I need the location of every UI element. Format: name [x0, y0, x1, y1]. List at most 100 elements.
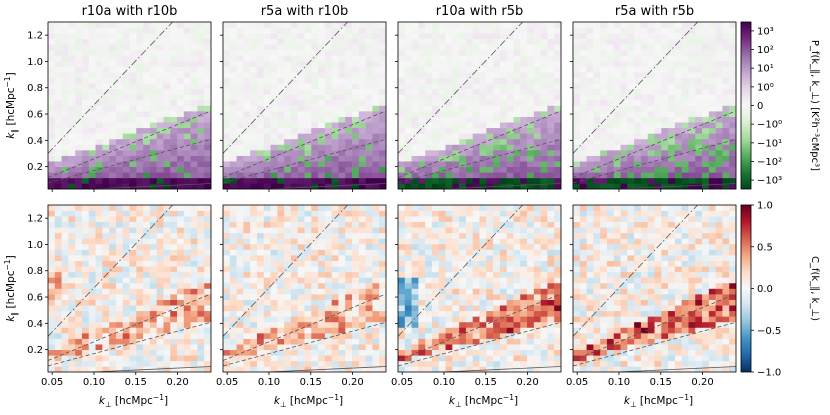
- y-tick-label: 1.2: [27, 214, 43, 225]
- heatmap-cell: [68, 355, 76, 362]
- heatmap-cell: [472, 216, 480, 222]
- heatmap-cell: [358, 44, 366, 51]
- heatmap-cell: [338, 161, 346, 168]
- heatmap-cell: [270, 249, 278, 256]
- heatmap-cell: [579, 105, 587, 112]
- heatmap-cell: [715, 166, 723, 173]
- heatmap-cell: [183, 321, 191, 328]
- heatmap-cell: [527, 66, 535, 73]
- heatmap-cell: [229, 238, 237, 245]
- heatmap-cell: [431, 88, 440, 95]
- heatmap-cell: [459, 155, 467, 162]
- heatmap-cell: [156, 344, 164, 351]
- heatmap-cell: [190, 177, 198, 184]
- heatmap-cell: [411, 366, 419, 373]
- heatmap-cell: [122, 294, 130, 300]
- heatmap-cell: [702, 161, 710, 168]
- heatmap-cell: [229, 83, 237, 90]
- heatmap-cell: [620, 177, 628, 184]
- heatmap-cell: [418, 99, 426, 106]
- heatmap-cell: [465, 150, 474, 156]
- heatmap-cell: [75, 210, 83, 217]
- heatmap-cell: [324, 205, 332, 211]
- heatmap-cell: [270, 344, 278, 351]
- heatmap-cell: [229, 305, 237, 312]
- heatmap-cell: [379, 282, 387, 289]
- heatmap-cell: [365, 266, 373, 273]
- heatmap-cell: [465, 38, 474, 45]
- heatmap-cell: [640, 144, 649, 151]
- heatmap-cell: [365, 327, 373, 334]
- heatmap-cell: [411, 243, 419, 250]
- heatmap-cell: [122, 321, 130, 328]
- heatmap-cell: [277, 122, 285, 129]
- heatmap-cell: [102, 210, 110, 217]
- heatmap-cell: [513, 321, 521, 328]
- heatmap-cell: [204, 33, 212, 39]
- heatmap-cell: [479, 260, 487, 267]
- heatmap-cell: [149, 33, 157, 39]
- heatmap-cell: [143, 38, 151, 45]
- heatmap-cell: [554, 60, 562, 67]
- heatmap-cell: [236, 27, 244, 34]
- heatmap-cell: [627, 111, 635, 117]
- heatmap-cell: [243, 277, 251, 284]
- heatmap-cell: [284, 138, 292, 145]
- heatmap-cell: [499, 316, 507, 323]
- heatmap-cell: [465, 111, 474, 117]
- heatmap-cell: [48, 210, 56, 217]
- heatmap-cell: [547, 99, 555, 106]
- heatmap-cell: [318, 249, 326, 256]
- heatmap-cell: [688, 111, 696, 117]
- heatmap-cell: [472, 49, 480, 56]
- heatmap-cell: [250, 111, 258, 117]
- heatmap-cell: [95, 321, 103, 328]
- heatmap-cell: [190, 266, 198, 273]
- heatmap-cell: [270, 155, 278, 162]
- panel-title: r5a with r5b: [615, 4, 694, 19]
- heatmap-cell: [122, 316, 130, 323]
- heatmap-cell: [197, 150, 205, 156]
- heatmap-cell: [95, 249, 103, 256]
- heatmap-cell: [345, 294, 353, 300]
- heatmap-cell: [170, 355, 178, 362]
- heatmap-cell: [358, 161, 366, 168]
- heatmap-cell: [243, 105, 251, 112]
- heatmap-cell: [163, 83, 171, 90]
- heatmap-cell: [256, 216, 265, 222]
- heatmap-cell: [365, 122, 373, 129]
- heatmap-cell: [513, 288, 521, 295]
- heatmap-cell: [418, 227, 426, 234]
- heatmap-cell: [431, 255, 440, 261]
- heatmap-cell: [452, 255, 460, 261]
- heatmap-cell: [48, 44, 56, 51]
- heatmap-cell: [404, 144, 412, 151]
- heatmap-cell: [533, 266, 541, 273]
- heatmap-cell: [425, 155, 433, 162]
- heatmap-cell: [411, 66, 419, 73]
- heatmap-cell: [600, 172, 608, 179]
- heatmap-cell: [54, 166, 62, 173]
- heatmap-cell: [109, 133, 117, 140]
- heatmap-cell: [338, 83, 346, 90]
- heatmap-cell: [109, 183, 117, 190]
- heatmap-cell: [149, 27, 157, 34]
- heatmap-cell: [197, 338, 205, 345]
- heatmap-cell: [345, 111, 353, 117]
- heatmap-cell: [345, 216, 353, 222]
- heatmap-cell: [379, 327, 387, 334]
- heatmap-cell: [472, 344, 480, 351]
- heatmap-cell: [197, 216, 205, 222]
- heatmap-cell: [284, 55, 292, 62]
- heatmap-cell: [411, 355, 419, 362]
- heatmap-cell: [404, 166, 412, 173]
- heatmap-cell: [48, 255, 56, 261]
- heatmap-cell: [88, 161, 96, 168]
- heatmap-cell: [297, 271, 305, 278]
- heatmap-cell: [304, 77, 312, 84]
- heatmap-cell: [122, 122, 130, 129]
- heatmap-cell: [324, 305, 332, 312]
- heatmap-cell: [352, 227, 360, 234]
- heatmap-cell: [425, 249, 433, 256]
- heatmap-cell: [715, 88, 723, 95]
